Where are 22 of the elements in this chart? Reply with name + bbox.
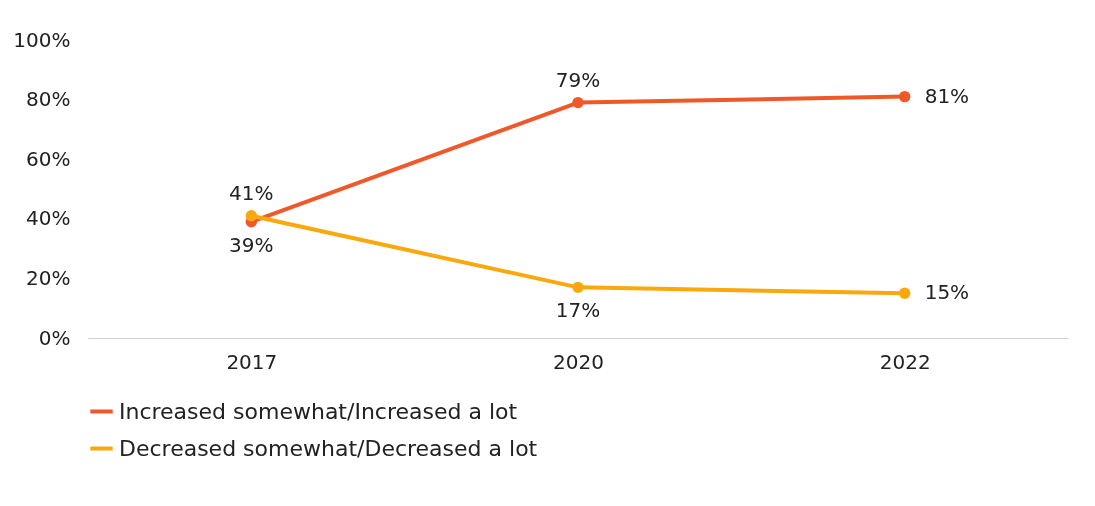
data-label: 41% bbox=[229, 180, 274, 205]
data-label: 17% bbox=[555, 298, 601, 323]
y-tick-label: 0% bbox=[38, 325, 71, 350]
y-tick-label: 40% bbox=[26, 206, 71, 231]
legend-label: Increased somewhat/Increased a lot bbox=[119, 398, 518, 424]
data-label: 81% bbox=[924, 83, 970, 108]
point bbox=[898, 287, 911, 299]
x-tick-label: 2022 bbox=[879, 349, 931, 374]
x-tick-label: 2020 bbox=[553, 349, 604, 374]
y-tick-label: 100% bbox=[13, 27, 71, 52]
y-tick-label: 20% bbox=[26, 265, 71, 290]
point bbox=[572, 96, 584, 109]
point bbox=[898, 90, 911, 103]
point bbox=[245, 210, 258, 222]
point bbox=[572, 281, 584, 294]
y-tick-label: 60% bbox=[26, 146, 71, 171]
x-tick-label: 2017 bbox=[226, 349, 278, 374]
legend-label: Decreased somewhat/Decreased a lot bbox=[119, 435, 538, 461]
data-label: 79% bbox=[555, 67, 601, 92]
data-label: 39% bbox=[229, 232, 274, 257]
y-tick-label: 80% bbox=[26, 87, 71, 112]
data-label: 15% bbox=[924, 280, 970, 305]
